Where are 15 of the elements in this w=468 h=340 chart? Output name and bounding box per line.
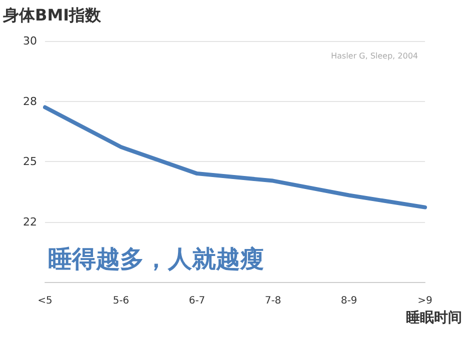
x-tick-label: 5-6	[112, 296, 130, 306]
x-tick-label: 7-8	[264, 296, 282, 306]
x-tick-label: 6-7	[188, 296, 206, 306]
annotation: 睡得越多，人就越瘦	[48, 245, 264, 273]
x-axis-title: 睡眠时间	[406, 310, 462, 326]
line-series	[43, 105, 427, 210]
y-tick-label: 25	[23, 155, 37, 168]
x-tick-label: 8-9	[340, 296, 358, 306]
annotation: Hasler G, Sleep, 2004	[330, 52, 418, 60]
y-tick-label: 30	[23, 34, 37, 48]
y-tick-label: 22	[23, 215, 37, 228]
y-tick-label: 28	[23, 94, 37, 108]
x-tick-label: >9	[418, 296, 432, 306]
y-axis-title: 身体BMI指数	[2, 6, 102, 24]
x-tick-label: <5	[38, 296, 52, 306]
